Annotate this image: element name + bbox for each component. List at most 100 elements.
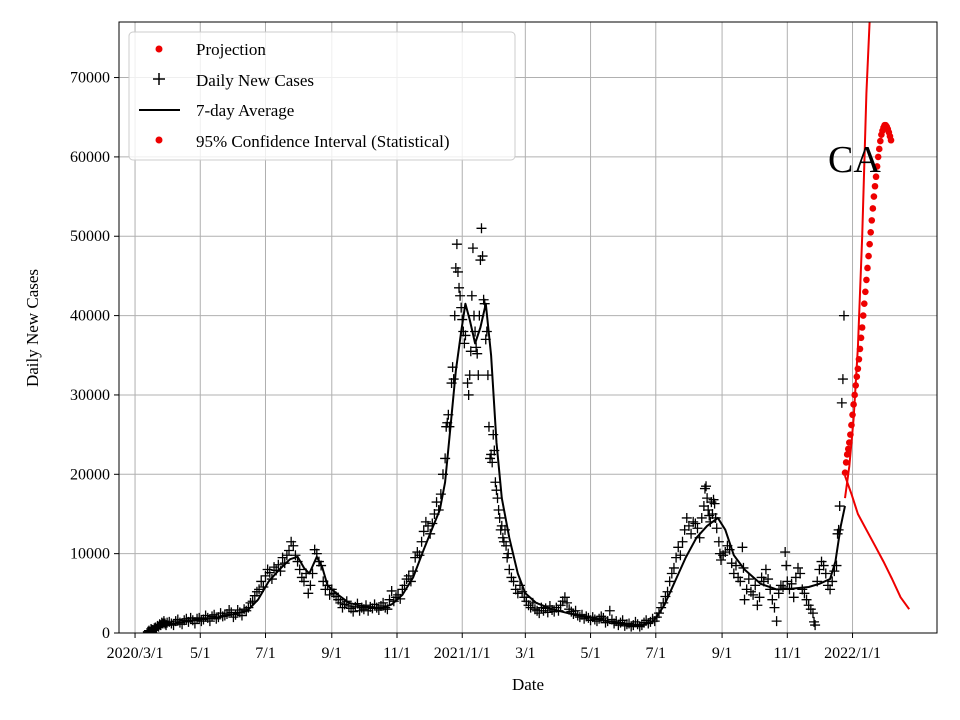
ci-upper-point bbox=[848, 421, 855, 429]
daily-case-point bbox=[720, 547, 731, 558]
axis-ticks: 2020/3/1 5/1 7/1 9/1 11/1 2021/1/1 3/1 5/1 7/1 9/… bbox=[70, 70, 881, 662]
daily-case-point bbox=[348, 606, 359, 617]
ci-upper-point bbox=[868, 217, 876, 224]
legend-marker-ci bbox=[155, 136, 163, 144]
ci-upper-point bbox=[841, 469, 849, 477]
daily-case-point bbox=[264, 567, 275, 578]
daily-case-point bbox=[523, 600, 534, 611]
x-tick-label: 9/1 bbox=[322, 645, 342, 662]
daily-case-point bbox=[838, 310, 849, 321]
ci-upper-point bbox=[862, 288, 869, 296]
daily-case-point bbox=[604, 605, 615, 616]
daily-case-point bbox=[799, 588, 810, 599]
daily-case-point bbox=[673, 542, 684, 553]
daily-case-point bbox=[284, 545, 295, 556]
x-tick-label: 3/1 bbox=[515, 645, 535, 662]
daily-case-point bbox=[771, 616, 782, 627]
daily-case-point bbox=[834, 501, 845, 512]
daily-case-point bbox=[196, 616, 207, 627]
ci-upper-point bbox=[865, 252, 872, 260]
daily-case-point bbox=[451, 239, 462, 250]
ci-upper-point bbox=[855, 355, 863, 363]
x-tick-label: 9/1 bbox=[712, 645, 732, 662]
daily-case-point bbox=[303, 588, 314, 599]
ci-upper-point bbox=[853, 373, 861, 380]
y-tick-label: 20000 bbox=[70, 466, 110, 483]
legend: Projection Daily New Cases 7-day Average… bbox=[128, 31, 516, 161]
daily-case-point bbox=[508, 576, 519, 587]
daily-case-point bbox=[677, 536, 688, 547]
legend-marker-projection bbox=[155, 45, 163, 53]
daily-case-point bbox=[692, 523, 703, 534]
daily-case-point bbox=[504, 564, 515, 575]
legend-label-ci: 95% Confidence Interval (Statistical) bbox=[196, 132, 450, 151]
ci-upper-point bbox=[847, 431, 854, 438]
daily-case-point bbox=[477, 251, 488, 262]
daily-case-point bbox=[752, 600, 763, 611]
ci-upper-point bbox=[864, 264, 871, 272]
daily-case-point bbox=[324, 589, 335, 600]
ci-upper-point bbox=[866, 240, 873, 248]
daily-case-point bbox=[664, 576, 675, 587]
daily-case-point bbox=[335, 597, 346, 608]
daily-case-point bbox=[449, 310, 460, 321]
daily-case-point bbox=[696, 512, 707, 523]
daily-case-point bbox=[386, 585, 397, 596]
ci-upper-point bbox=[842, 459, 850, 466]
daily-case-point bbox=[818, 560, 829, 571]
daily-case-point bbox=[675, 550, 686, 561]
daily-case-point bbox=[626, 621, 637, 632]
ci-upper-point bbox=[860, 300, 868, 307]
daily-case-point bbox=[666, 568, 677, 579]
daily-case-point bbox=[743, 574, 754, 585]
daily-case-point bbox=[483, 421, 494, 432]
ci-upper-point bbox=[854, 365, 862, 373]
ci-upper-point bbox=[846, 439, 853, 446]
daily-case-point bbox=[739, 594, 750, 605]
daily-case-point bbox=[491, 485, 502, 496]
y-tick-label: 30000 bbox=[70, 387, 110, 404]
daily-case-point bbox=[778, 581, 789, 592]
legend-label-avg: 7-day Average bbox=[196, 101, 294, 120]
daily-case-point bbox=[466, 290, 477, 301]
daily-case-point bbox=[298, 576, 309, 587]
ci-upper-point bbox=[844, 445, 852, 453]
daily-case-point bbox=[786, 578, 797, 589]
daily-case-point bbox=[403, 570, 414, 581]
daily-case-point bbox=[795, 568, 806, 579]
ci-upper-point bbox=[869, 205, 877, 212]
ci-upper-point bbox=[843, 451, 851, 458]
daily-case-point bbox=[277, 552, 288, 563]
daily-case-point bbox=[416, 536, 427, 547]
daily-case-point bbox=[512, 588, 523, 599]
daily-case-point bbox=[455, 290, 466, 301]
ci-upper-point bbox=[850, 401, 857, 408]
daily-case-point bbox=[503, 548, 514, 559]
daily-case-point bbox=[559, 592, 570, 603]
ci-upper-point bbox=[849, 411, 856, 419]
daily-case-point bbox=[825, 584, 836, 595]
daily-case-point bbox=[384, 594, 395, 605]
legend-label-projection: Projection bbox=[196, 40, 266, 59]
daily-case-point bbox=[699, 483, 710, 494]
x-tick-label: 2022/1/1 bbox=[824, 645, 881, 662]
daily-case-point bbox=[464, 370, 475, 381]
ci-upper-point bbox=[863, 276, 870, 284]
x-tick-label: 11/1 bbox=[383, 645, 411, 662]
daily-case-point bbox=[431, 497, 442, 508]
daily-case-point bbox=[224, 604, 235, 615]
daily-case-point bbox=[763, 574, 774, 585]
y-tick-label: 60000 bbox=[70, 149, 110, 166]
daily-case-point bbox=[538, 605, 549, 616]
daily-case-point bbox=[681, 512, 692, 523]
daily-case-point bbox=[820, 568, 831, 579]
daily-case-point bbox=[170, 616, 181, 627]
y-tick-label: 70000 bbox=[70, 70, 110, 87]
y-tick-label: 10000 bbox=[70, 546, 110, 563]
x-tick-label: 7/1 bbox=[646, 645, 666, 662]
daily-case-point bbox=[837, 374, 848, 385]
ci-upper-point bbox=[858, 324, 866, 331]
daily-case-point bbox=[810, 620, 821, 631]
daily-case-point bbox=[467, 243, 478, 254]
ci-upper-point bbox=[877, 137, 884, 145]
